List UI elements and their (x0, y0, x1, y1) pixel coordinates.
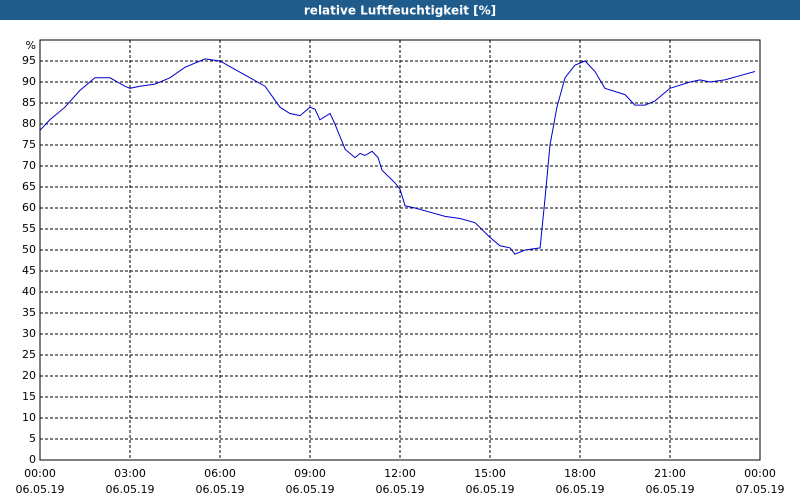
y-tick-label: 45 (22, 264, 36, 277)
x-tick-label: 09:00 (294, 467, 326, 480)
x-tick-label: 12:00 (384, 467, 416, 480)
y-tick-label: 15 (22, 390, 36, 403)
y-tick-label: 85 (22, 96, 36, 109)
x-tick-label: 18:00 (564, 467, 596, 480)
x-tick-date: 06.05.19 (376, 483, 425, 496)
data-line (39, 58, 756, 255)
y-tick-label: 80 (22, 117, 36, 130)
y-tick-label: 40 (22, 285, 36, 298)
x-tick-label: 06:00 (204, 467, 236, 480)
y-tick-label: 0 (29, 453, 36, 466)
x-tick-date: 06.05.19 (286, 483, 335, 496)
y-tick-label: 95 (22, 54, 36, 67)
x-tick-date: 06.05.19 (556, 483, 605, 496)
y-tick-label: 50 (22, 243, 36, 256)
y-tick-label: 60 (22, 201, 36, 214)
y-tick-label: 75 (22, 138, 36, 151)
x-tick-label: 21:00 (654, 467, 686, 480)
x-tick-label: 00:00 (24, 467, 56, 480)
x-tick-label: 15:00 (474, 467, 506, 480)
y-tick-label: 35 (22, 306, 36, 319)
y-tick-label: 25 (22, 348, 36, 361)
y-tick-label: 30 (22, 327, 36, 340)
y-tick-label: 90 (22, 75, 36, 88)
y-unit-label: % (26, 39, 36, 52)
chart-title: relative Luftfeuchtigkeit [%] (304, 4, 496, 18)
y-tick-label: 65 (22, 180, 36, 193)
x-tick-date: 06.05.19 (646, 483, 695, 496)
x-tick-date: 06.05.19 (196, 483, 245, 496)
plot-frame (39, 39, 761, 461)
x-tick-date: 06.05.19 (106, 483, 155, 496)
x-tick-date: 06.05.19 (466, 483, 515, 496)
x-tick-label: 00:00 (744, 467, 776, 480)
x-tick-date: 07.05.19 (736, 483, 785, 496)
y-tick-label: 70 (22, 159, 36, 172)
y-tick-label: 10 (22, 411, 36, 424)
title-bar (0, 0, 800, 20)
y-tick-label: 5 (29, 432, 36, 445)
y-tick-label: 20 (22, 369, 36, 382)
y-tick-label: 55 (22, 222, 36, 235)
x-tick-label: 03:00 (114, 467, 146, 480)
x-tick-date: 06.05.19 (16, 483, 65, 496)
